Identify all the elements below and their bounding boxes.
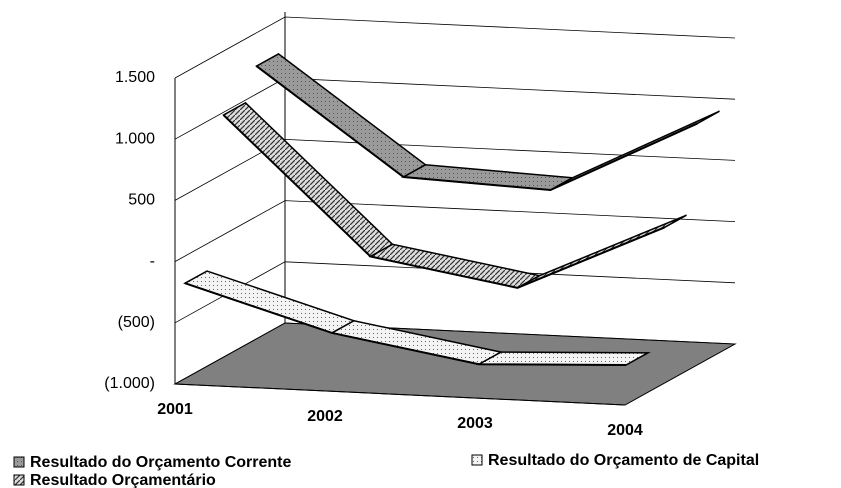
grid-line — [174, 200, 736, 262]
legend-swatch — [471, 454, 483, 466]
ribbon-segment — [183, 270, 356, 334]
grid-line — [174, 16, 736, 79]
y-tick-label: 1.000 — [115, 130, 155, 147]
ribbon-segment — [476, 351, 651, 366]
y-tick-label: (1.000) — [104, 375, 155, 392]
legend-label: Resultado Orçamentário — [30, 472, 216, 488]
y-tick-label: (500) — [118, 314, 155, 331]
legend-label: Resultado do Orçamento Corrente — [30, 454, 291, 471]
y-tick-label: - — [150, 253, 155, 270]
ribbon-segment — [368, 243, 542, 289]
series-line — [184, 282, 627, 367]
grid-line — [174, 322, 736, 385]
series-line — [255, 65, 698, 192]
series-line — [222, 114, 665, 289]
x-tick-label: 2001 — [157, 401, 193, 418]
legend-swatch — [13, 456, 25, 468]
x-tick-label: 2002 — [307, 408, 343, 425]
floor — [173, 322, 737, 406]
legend-swatch — [13, 474, 25, 486]
y-tick-label: 500 — [128, 192, 155, 209]
x-tick-label: 2004 — [607, 422, 643, 439]
x-tick-label: 2003 — [457, 415, 493, 432]
y-tick-label: 1.500 — [115, 69, 155, 86]
grid-line — [174, 261, 736, 324]
grid-line — [174, 138, 736, 201]
x-axis — [174, 383, 626, 406]
legend-label: Resultado do Orçamento de Capital — [488, 452, 759, 469]
ribbon-segment — [400, 164, 576, 191]
